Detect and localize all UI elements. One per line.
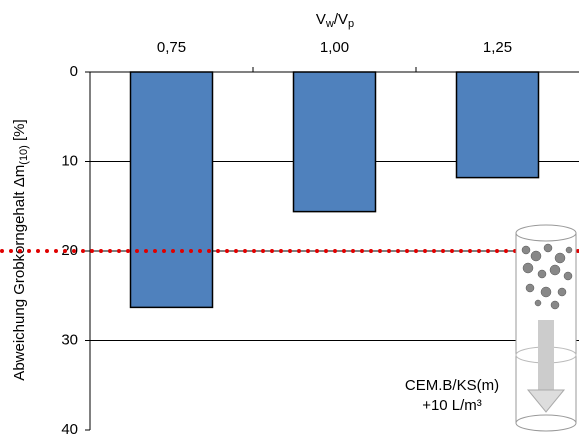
- y-axis-title-part: (10): [18, 145, 30, 165]
- x-tick-label: 1,00: [320, 39, 349, 56]
- y-tick-label: 20: [61, 242, 78, 259]
- x-axis-title-part: w: [325, 18, 334, 30]
- x-axis-title-part: V: [316, 11, 326, 28]
- bar: [129, 71, 214, 309]
- x-axis-title: Vw/Vp: [316, 11, 354, 30]
- y-axis-title-part: [%]: [11, 119, 28, 145]
- y-tick-label: 40: [61, 421, 78, 435]
- annotation: CEM.B/KS(m): [405, 377, 499, 394]
- x-tick-label: 1,25: [483, 39, 512, 56]
- annotation: +10 L/m³: [422, 397, 482, 414]
- x-axis-title-part: /V: [334, 11, 348, 28]
- cylinder-illustration: [515, 224, 577, 432]
- bar: [292, 71, 377, 213]
- y-tick-label: 10: [61, 152, 78, 169]
- y-tick-label: 30: [61, 331, 78, 348]
- bar: [455, 71, 540, 179]
- y-axis-title-part: Abweichung Grobkorngehalt Δm: [11, 165, 28, 381]
- x-tick-label: 0,75: [157, 39, 186, 56]
- y-axis-title: Abweichung Grobkorngehalt Δm(10) [%]: [11, 119, 30, 380]
- y-tick-label: 0: [70, 63, 78, 80]
- x-axis-title-part: p: [348, 18, 354, 30]
